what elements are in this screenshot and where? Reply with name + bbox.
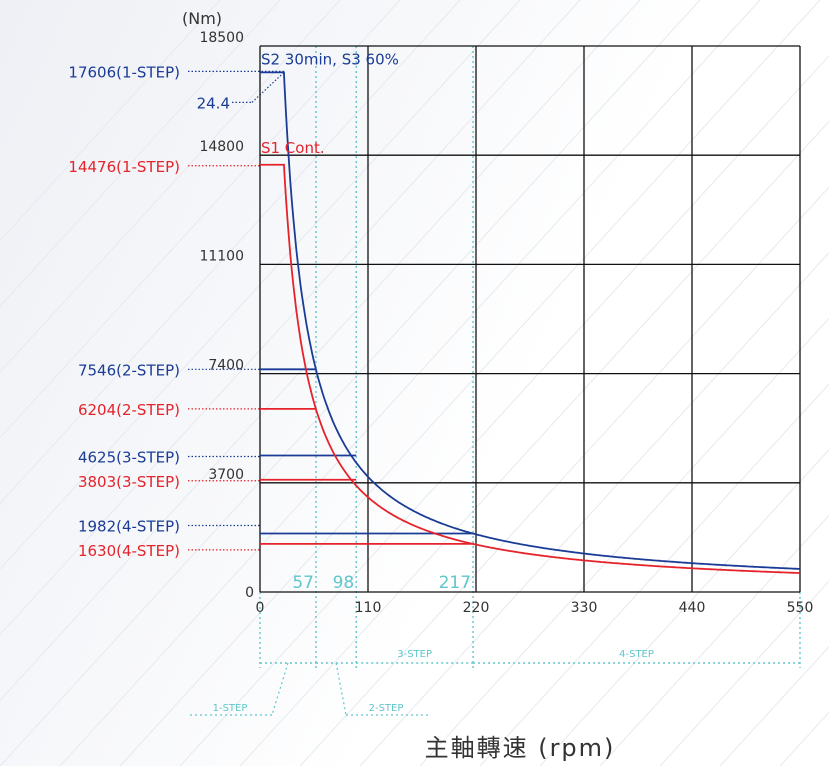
torque-labels: S2 30min, S3 60% S1 Cont. 17606(1-STEP) 144… <box>68 50 471 593</box>
y-tick-label: 0 <box>245 585 254 601</box>
curves <box>260 71 800 574</box>
bg-stripe <box>359 252 829 766</box>
torque-value-label: 3803(3-STEP) <box>78 473 180 491</box>
torque-value-label: 6204(2-STEP) <box>78 401 180 419</box>
step-leader <box>271 662 289 716</box>
torque-value-label: 7546(2-STEP) <box>78 361 180 379</box>
speed-marker-label: 98 <box>333 573 355 593</box>
speed-marker-label: 57 <box>292 573 314 593</box>
torque-value-label: 17606(1-STEP) <box>68 63 180 81</box>
x-tick-label: 220 <box>463 600 490 616</box>
x-tick-label: 330 <box>571 600 598 616</box>
y-tick-label: 18500 <box>199 30 244 46</box>
step-leader <box>335 662 347 716</box>
bg-stripe <box>779 711 829 766</box>
bg-stripe <box>539 449 829 766</box>
torque-value-label: 4625(3-STEP) <box>78 449 180 467</box>
step-range-label: 2-STEP <box>369 703 404 714</box>
axis-ticks: 0 3700 7400 11100 14800 18500 0 110 220 330 440 550 <box>199 30 813 616</box>
bg-stripe <box>0 0 521 570</box>
series-name: S1 Cont. <box>261 139 325 157</box>
bg-stripe <box>0 0 701 766</box>
x-tick-label: 550 <box>787 600 814 616</box>
bg-stripe <box>0 0 401 439</box>
x-tick-label: 110 <box>355 600 382 616</box>
corner-speed-leader <box>251 71 285 103</box>
bg-stripe <box>0 0 341 373</box>
torque-curve <box>260 163 800 574</box>
bg-stripe <box>0 0 581 636</box>
x-tick-label: 440 <box>679 600 706 616</box>
bg-stripe <box>239 120 829 766</box>
y-tick-label: 14800 <box>199 139 244 155</box>
step-range-label: 1-STEP <box>213 703 248 714</box>
step-range-label: 3-STEP <box>397 649 432 660</box>
x-tick-label: 0 <box>256 600 265 616</box>
torque-curve <box>260 71 800 570</box>
bg-stripe <box>119 0 821 766</box>
torque-value-label: 1630(4-STEP) <box>78 542 180 560</box>
bg-stripe <box>179 55 829 766</box>
x-axis-title: 主軸轉速 (rpm) <box>425 734 616 762</box>
bg-stripe <box>479 383 829 766</box>
bg-stripe <box>599 514 829 766</box>
bg-stripe <box>419 317 829 766</box>
bg-stripe <box>659 580 829 766</box>
speed-marker-label: 217 <box>439 573 471 593</box>
bg-stripe <box>0 0 461 505</box>
bg-stripe <box>0 0 221 242</box>
torque-value-label: 14476(1-STEP) <box>68 158 180 176</box>
bg-stripe <box>0 0 281 308</box>
step-range-label: 4-STEP <box>619 649 654 660</box>
y-tick-label: 11100 <box>199 248 244 264</box>
bg-stripe <box>299 186 829 766</box>
bg-stripe <box>59 0 761 766</box>
bg-stripe <box>0 0 641 702</box>
dotted-guides <box>188 46 801 668</box>
y-tick-label: 3700 <box>208 467 244 483</box>
torque-value-label: 1982(4-STEP) <box>78 518 180 536</box>
y-axis-unit: (Nm) <box>182 9 222 28</box>
series-name: S2 30min, S3 60% <box>261 50 399 68</box>
y-tick-label: 7400 <box>208 358 244 374</box>
step-ranges: 1-STEP 2-STEP 3-STEP 4-STEP <box>190 649 800 716</box>
corner-speed-label: 24.4 <box>197 94 230 112</box>
grid <box>259 45 801 593</box>
